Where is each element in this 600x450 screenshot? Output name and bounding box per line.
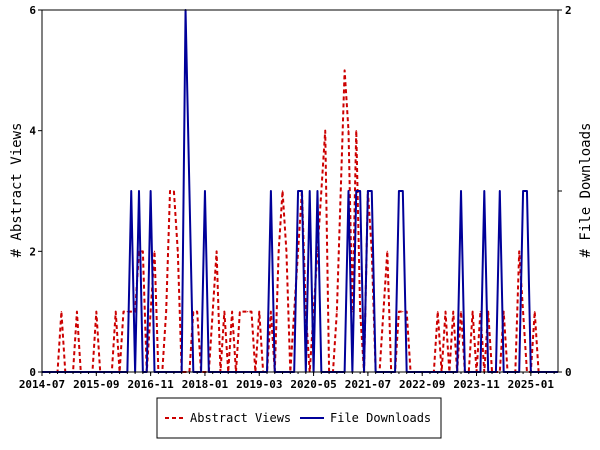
x-tick-label: 2021-07 — [345, 378, 391, 391]
x-tick-label: 2015-09 — [73, 378, 119, 391]
data-point-abstract-views — [398, 311, 400, 313]
data-point-file-downloads — [204, 190, 206, 192]
data-point-file-downloads — [355, 190, 357, 192]
data-point-file-downloads — [316, 190, 319, 192]
data-point-abstract-views — [223, 311, 225, 313]
y-axis-right-title: # File Downloads — [578, 123, 594, 258]
y-left-tick-label: 2 — [29, 245, 36, 258]
data-point-abstract-views — [169, 190, 171, 192]
y-left-tick-label: 0 — [29, 366, 36, 379]
data-point-abstract-views — [278, 250, 280, 252]
data-point-file-downloads — [130, 190, 132, 192]
data-point-abstract-views — [215, 250, 218, 252]
x-tick-label: 2014-07 — [19, 378, 65, 391]
data-point-abstract-views — [212, 311, 214, 313]
data-point-abstract-views — [518, 250, 520, 252]
x-tick-label: 2016-11 — [127, 378, 174, 391]
data-point-abstract-views — [320, 190, 322, 192]
data-point-abstract-views — [281, 190, 284, 192]
data-point-abstract-views — [258, 311, 260, 313]
data-point-abstract-views — [153, 250, 156, 252]
x-tick-label: 2025-01 — [508, 378, 555, 391]
data-point-abstract-views — [247, 311, 249, 313]
data-point-abstract-views — [142, 250, 144, 252]
data-point-abstract-views — [452, 311, 454, 313]
data-point-abstract-views — [177, 250, 179, 252]
data-point-abstract-views — [336, 311, 338, 313]
y-right-tick-label: 2 — [565, 4, 572, 17]
data-point-abstract-views — [460, 311, 462, 313]
data-point-abstract-views — [115, 311, 117, 313]
data-point-file-downloads — [371, 190, 373, 192]
x-tick-label: 2023-11 — [453, 378, 500, 391]
data-point-file-downloads — [150, 190, 152, 192]
data-point-abstract-views — [534, 311, 536, 313]
data-point-abstract-views — [173, 190, 175, 192]
data-point-abstract-views — [386, 250, 388, 252]
data-point-file-downloads — [522, 190, 524, 192]
data-point-file-downloads — [301, 190, 303, 192]
data-point-abstract-views — [243, 311, 245, 313]
data-point-abstract-views — [231, 311, 233, 313]
data-point-file-downloads — [398, 190, 400, 192]
data-point-file-downloads — [297, 190, 299, 192]
ticks-layer: 2014-07 2015-09 2016-11 2018-01 2019-03 2020-… — [19, 4, 572, 391]
data-point-file-downloads — [138, 190, 140, 192]
data-point-file-downloads — [347, 190, 350, 192]
data-point-abstract-views — [76, 311, 78, 313]
y-left-tick-label: 4 — [29, 125, 36, 138]
data-point-abstract-views — [130, 311, 132, 313]
data-point-abstract-views — [355, 130, 357, 132]
y-axis-left-title: # Abstract Views — [9, 123, 25, 258]
data-point-abstract-views — [239, 311, 241, 313]
data-point-abstract-views — [150, 311, 152, 313]
y-right-tick-label: 0 — [565, 366, 572, 379]
data-point-abstract-views — [270, 311, 272, 313]
data-point-file-downloads — [188, 190, 191, 192]
data-point-abstract-views — [344, 69, 346, 71]
x-tick-label: 2018-01 — [182, 378, 229, 391]
data-point-abstract-views — [382, 311, 385, 313]
data-point-file-downloads — [270, 190, 272, 192]
data-point-file-downloads — [309, 190, 311, 192]
data-point-abstract-views — [196, 311, 198, 313]
legend: Abstract Views File Downloads — [156, 397, 442, 439]
y-left-tick-label: 6 — [29, 4, 36, 17]
data-point-abstract-views — [285, 250, 288, 252]
data-point-abstract-views — [95, 311, 97, 313]
data-point-abstract-views — [165, 311, 167, 313]
data-point-file-downloads — [526, 190, 528, 192]
data-point-abstract-views — [437, 311, 439, 313]
data-point-file-downloads — [483, 190, 485, 192]
data-point-abstract-views — [250, 311, 253, 313]
data-point-abstract-views — [472, 311, 474, 313]
data-point-abstract-views — [347, 130, 350, 132]
data-point-abstract-views — [444, 311, 447, 313]
data-point-abstract-views — [522, 311, 524, 313]
x-tick-label: 2022-09 — [399, 378, 445, 391]
data-point-file-downloads — [499, 190, 501, 192]
data-point-file-downloads — [402, 190, 404, 192]
data-point-file-downloads — [359, 190, 361, 192]
x-tick-label: 2019-03 — [236, 378, 282, 391]
data-point-abstract-views — [324, 130, 326, 132]
data-point-abstract-views — [60, 311, 63, 313]
data-point-file-downloads — [367, 190, 369, 192]
data-point-abstract-views — [340, 190, 342, 192]
legend-label-file-downloads: File Downloads — [330, 411, 431, 425]
data-point-abstract-views — [359, 311, 361, 313]
data-point-file-downloads — [460, 190, 462, 192]
x-tick-label: 2020-05 — [290, 378, 336, 391]
data-point-abstract-views — [402, 311, 404, 313]
data-point-abstract-views — [122, 311, 125, 313]
legend-box — [156, 397, 442, 439]
legend-label-abstract-views: Abstract Views — [190, 411, 291, 425]
